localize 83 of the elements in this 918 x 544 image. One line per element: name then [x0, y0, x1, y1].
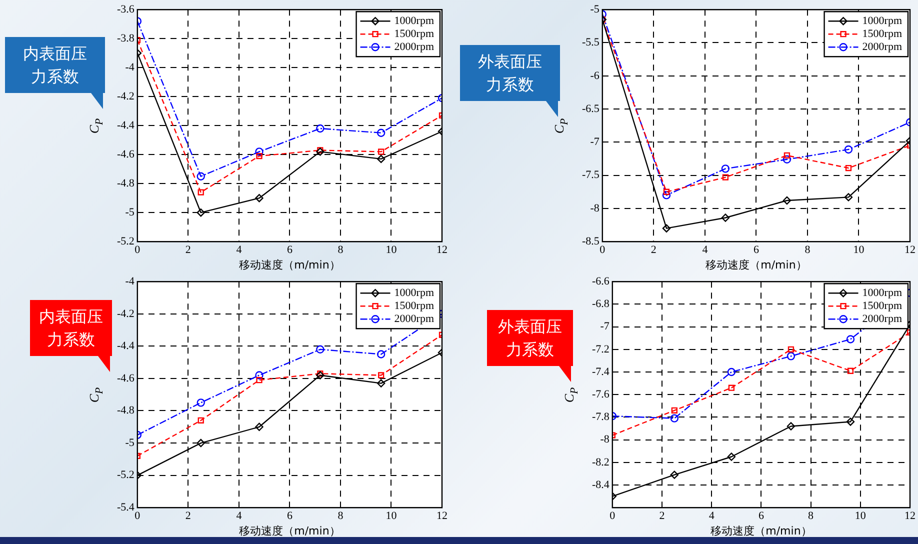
x-tick-label: 12 — [436, 510, 448, 522]
y-tick-label: -7 — [590, 136, 600, 148]
x-tick-label: 4 — [708, 510, 715, 522]
y-tick-label: -4 — [125, 61, 135, 74]
x-axis-title: 移动速度（m/min） — [239, 524, 340, 538]
y-tick-label: -4.6 — [116, 148, 135, 160]
y-tick-label: -3.8 — [116, 32, 135, 44]
y-tick-label: -7.6 — [592, 388, 610, 400]
y-tick-label: -8.5 — [582, 235, 600, 248]
x-tick-label: 0 — [610, 510, 616, 522]
x-tick-label: 6 — [286, 244, 293, 256]
x-tick-label: 12 — [904, 510, 916, 522]
x-tick-label: 2 — [659, 510, 665, 522]
x-tick-label: 8 — [338, 244, 344, 256]
y-tick-label: -4.6 — [116, 372, 135, 384]
y-tick-label: -5 — [590, 3, 600, 16]
x-tick-label: 8 — [808, 510, 814, 522]
legend-label: 1500rpm — [394, 300, 434, 312]
x-tick-label: 4 — [236, 244, 242, 256]
x-tick-label: 12 — [904, 244, 916, 256]
y-tick-label: -4.8 — [116, 177, 135, 190]
y-tick-label: -6 — [590, 70, 600, 82]
y-tick-label: -7.4 — [592, 366, 610, 378]
x-axis-title: 移动速度（m/min） — [706, 258, 807, 272]
y-tick-label: -6.8 — [592, 298, 610, 310]
legend-label: 1000rpm — [862, 14, 902, 27]
legend-label: 1500rpm — [862, 28, 902, 40]
y-tick-label: -4.8 — [116, 404, 135, 417]
x-tick-label: 0 — [134, 244, 141, 256]
legend-label: 1500rpm — [862, 300, 902, 312]
x-tick-label: 6 — [753, 244, 760, 256]
legend-label: 1000rpm — [394, 14, 434, 27]
x-axis-title: 移动速度（m/min） — [710, 524, 812, 538]
x-tick-label: 8 — [338, 510, 344, 522]
y-tick-label: -8.4 — [592, 478, 610, 491]
x-tick-label: 10 — [853, 244, 865, 256]
y-tick-label: -8 — [590, 202, 600, 214]
y-tick-label: -7.5 — [582, 169, 600, 182]
y-tick-label: -5.2 — [116, 469, 134, 482]
x-tick-label: 12 — [436, 244, 448, 256]
y-tick-label: -4.2 — [116, 90, 134, 102]
y-tick-label: -4.4 — [116, 340, 135, 352]
y-tick-label: -3.6 — [116, 3, 135, 16]
x-tick-label: 6 — [758, 510, 764, 522]
x-tick-label: 0 — [600, 244, 606, 256]
y-tick-label: -6.5 — [582, 102, 600, 115]
legend-label: 1000rpm — [394, 286, 434, 299]
y-tick-label: -5 — [125, 436, 135, 449]
x-tick-label: 2 — [185, 510, 191, 522]
text: 内表面压力系数 — [38, 306, 104, 351]
x-tick-label: 4 — [236, 510, 242, 522]
legend-label: 2000rpm — [862, 312, 902, 325]
x-tick-label: 10 — [386, 244, 398, 256]
legend-label: 2000rpm — [394, 40, 434, 53]
text: 外表面压力系数 — [497, 316, 563, 361]
x-tick-label: 10 — [854, 510, 866, 522]
legend-label: 1000rpm — [862, 286, 902, 299]
y-tick-label: -4.4 — [116, 119, 135, 132]
y-tick-label: -5 — [125, 206, 135, 218]
x-tick-label: 2 — [650, 244, 656, 256]
y-tick-label: -5.4 — [116, 501, 135, 514]
legend-label: 2000rpm — [394, 312, 434, 325]
text: 外表面压力系数 — [477, 51, 543, 96]
y-tick-label: -5.2 — [116, 235, 134, 248]
y-tick-label: -8.2 — [592, 456, 610, 468]
x-tick-label: 4 — [702, 244, 708, 256]
x-tick-label: 0 — [134, 510, 141, 522]
legend-label: 2000rpm — [862, 40, 902, 53]
y-tick-label: -4.2 — [116, 308, 134, 320]
x-tick-label: 2 — [185, 244, 191, 256]
legend-label: 1500rpm — [394, 28, 434, 40]
y-tick-label: -7.8 — [592, 411, 610, 424]
text: 内表面压力系数 — [22, 43, 88, 88]
y-tick-label: -4 — [125, 275, 135, 288]
x-axis-title: 移动速度（m/min） — [239, 258, 340, 272]
y-tick-label: -7 — [600, 320, 610, 333]
y-tick-label: -8 — [600, 434, 610, 446]
y-tick-label: -5.5 — [582, 36, 600, 49]
x-tick-label: 6 — [286, 510, 293, 522]
x-tick-label: 10 — [386, 510, 398, 522]
y-tick-label: -7.2 — [592, 343, 610, 356]
x-tick-label: 8 — [804, 244, 811, 256]
y-tick-label: -6.6 — [592, 275, 610, 288]
